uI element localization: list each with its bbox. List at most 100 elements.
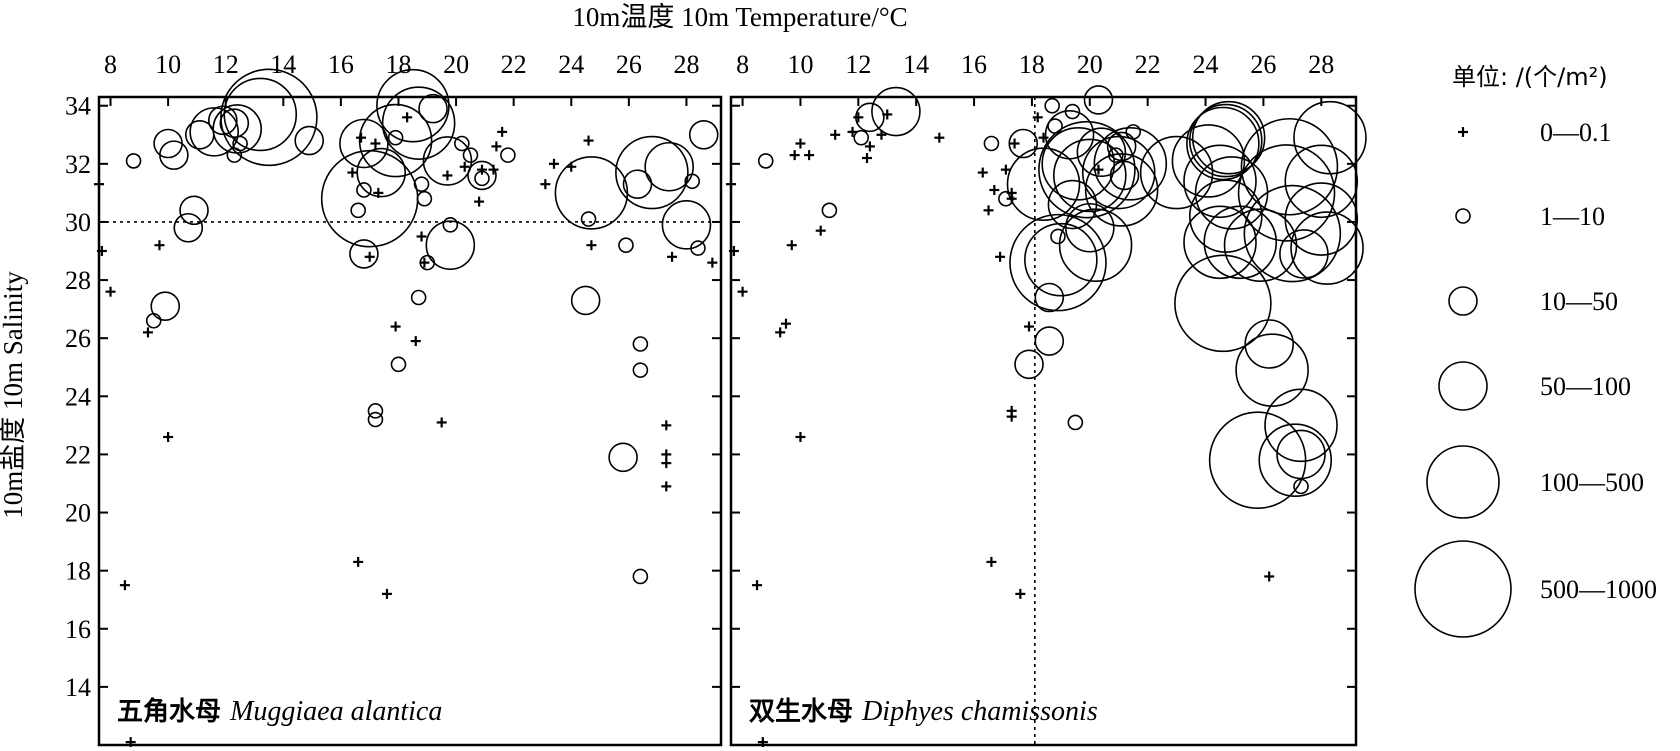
data-point-circle [1240,117,1339,216]
data-point-circle [150,291,181,322]
data-point-circle [608,442,638,473]
data-point-plus [1009,138,1020,149]
data-point-plus [1006,411,1017,422]
y-tick-label: 20 [65,499,91,528]
x-tick-label: 8 [104,50,117,79]
panel-label-cn: 五角水母 [117,696,230,727]
data-point-circle [387,129,404,146]
data-point-plus [667,251,678,262]
data-point-circle [350,202,366,219]
data-point-circle [1108,147,1124,163]
data-point-circle [416,190,433,207]
data-point-plus [661,420,672,431]
data-point-plus [540,179,551,190]
data-point-plus [661,481,672,492]
data-point-plus [548,158,559,169]
data-point-plus [786,240,797,251]
y-tick-label: 26 [65,324,91,353]
data-point-plus [1264,571,1275,582]
data-point-circle [1264,388,1338,463]
data-point-circle [1034,326,1065,356]
legend-symbol-plus [1458,127,1468,137]
legend-symbol-circle [1448,286,1478,316]
x-tick-label: 18 [1019,50,1045,79]
data-point-circle [189,107,239,157]
data-point-circle [622,169,653,199]
data-point-circle [1106,131,1137,162]
data-point-plus [780,318,791,329]
y-tick-label: 18 [65,557,91,586]
data-point-plus [154,240,165,251]
data-point-plus [728,246,739,257]
legend-item: 100—500 [1426,445,1644,519]
x-tick-label: 14 [270,50,296,79]
y-tick-label: 28 [65,266,91,295]
data-point-circle [381,86,456,160]
panel-label-latin: Diphyes chamissonis [861,696,1098,727]
data-point-plus [995,251,1006,262]
data-point-circle [688,119,719,150]
x-tick-label: 16 [961,50,987,79]
data-point-plus [347,167,358,178]
legend-item: 10—50 [1448,286,1618,316]
legend-label: 1—10 [1540,202,1605,231]
data-point-plus [775,327,786,338]
data-point-circle [1203,205,1278,280]
data-point-plus [795,431,806,442]
data-point-plus [125,737,136,748]
data-point-circle [1076,127,1127,178]
x-tick-label: 28 [1308,50,1334,79]
data-point-circle [632,362,649,378]
data-point-plus [474,196,485,207]
data-point-circle [1243,184,1342,283]
data-point-circle [349,239,379,269]
data-point-circle [1008,128,1039,159]
legend-symbol-circle [1438,361,1488,411]
x-tick-label: 18 [385,50,411,79]
data-point-plus [163,431,174,442]
data-point-circle [1284,144,1359,219]
data-point-plus [661,458,672,469]
x-tick-label: 24 [1193,50,1219,79]
data-point-plus [934,132,945,143]
y-tick-label: 22 [65,440,91,469]
data-point-circle [1083,85,1114,115]
data-point-circle [1041,127,1116,201]
data-point-plus [752,580,763,591]
data-points [726,85,1367,748]
y-tick-label: 24 [65,382,91,411]
data-point-circle [1050,228,1066,245]
data-point-circle [223,77,298,152]
x-tick-label: 22 [501,50,527,79]
data-point-plus [356,132,367,143]
data-point-circle [356,147,407,198]
data-point-plus [1015,588,1026,599]
data-point-circle [1093,127,1168,201]
data-point-circle [145,312,162,329]
legend-label: 100—500 [1540,468,1644,497]
data-point-circle [1284,182,1359,256]
legend-label: 0—0.1 [1540,118,1612,147]
legend-label: 50—100 [1540,372,1631,401]
data-point-circle [410,289,427,306]
data-point-circle [1276,429,1326,480]
data-point-plus [410,336,421,347]
data-point-circle [413,176,430,192]
data-point-plus [864,141,875,152]
data-point-plus [986,556,997,567]
data-point-circle [1186,106,1260,181]
legend-items: 0—0.1 1—10 10—50 50—100 100—500 500—1000 [1414,118,1657,638]
data-point-plus [726,179,736,190]
legend-item: 1—10 [1455,202,1605,231]
data-point-circle [615,135,689,210]
data-point-plus [497,126,508,137]
data-point-circle [153,128,183,159]
data-point-plus [737,286,748,297]
data-point-circle [554,156,629,230]
data-point-plus [661,449,672,460]
data-point-circle [855,102,885,133]
data-point-circle [418,93,448,124]
plot-panels: 8 10 12 14 16 18 20 22 24 26 28 14 16 18 20 22 24 26 28 30 3… [65,50,1367,748]
data-point-plus [804,150,815,161]
x-tick-label: 16 [328,50,354,79]
